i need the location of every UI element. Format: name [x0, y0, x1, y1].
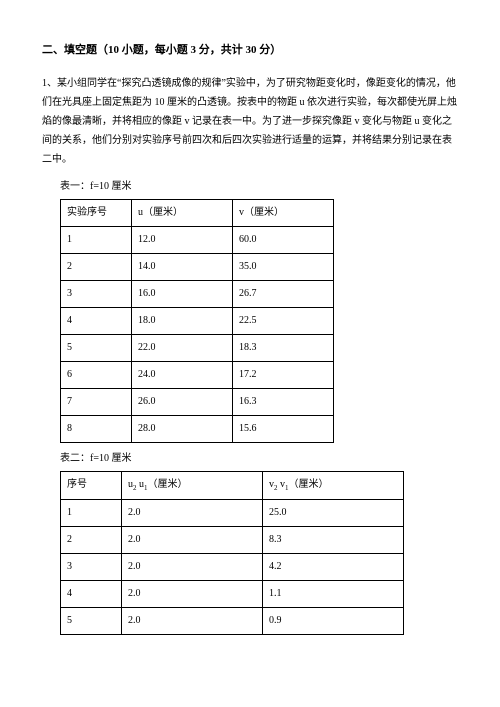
var-u2: u2 [128, 479, 137, 490]
cell: 2.0 [122, 526, 263, 553]
table2-header-col2: u2 u1（厘米） [122, 471, 263, 499]
table-row: 序号 u2 u1（厘米） v2 v1（厘米） [61, 471, 404, 499]
cell: 2.0 [122, 499, 263, 526]
cell: 26.0 [132, 388, 233, 415]
cell: 2.0 [122, 580, 263, 607]
cell: 18.3 [233, 334, 334, 361]
table1-header-col1: 实验序号 [61, 199, 132, 226]
table-row: 4 18.0 22.5 [61, 307, 334, 334]
table2-header-col3: v2 v1（厘米） [263, 471, 404, 499]
cell: 14.0 [132, 253, 233, 280]
cell: 4.2 [263, 553, 404, 580]
var-u1: u1 [137, 479, 148, 490]
table1-caption: 表一：f=10 厘米 [60, 179, 458, 195]
cell: 28.0 [132, 415, 233, 442]
cell: 1.1 [263, 580, 404, 607]
cell: 12.0 [132, 226, 233, 253]
table-row: 4 2.0 1.1 [61, 580, 404, 607]
table-row: 3 2.0 4.2 [61, 553, 404, 580]
table-row: 2 2.0 8.3 [61, 526, 404, 553]
cell: 4 [61, 307, 132, 334]
question-paragraph: 1、某小组同学在“探究凸透镜成像的规律”实验中，为了研究物距变化时，像距变化的情… [42, 74, 458, 169]
cell: 16.0 [132, 280, 233, 307]
cell: 5 [61, 334, 132, 361]
cell: 1 [61, 499, 122, 526]
table1-header-col2: u（厘米） [132, 199, 233, 226]
cell: 6 [61, 361, 132, 388]
table-row: 5 22.0 18.3 [61, 334, 334, 361]
table-row: 7 26.0 16.3 [61, 388, 334, 415]
cell: 8 [61, 415, 132, 442]
cell: 18.0 [132, 307, 233, 334]
table2: 序号 u2 u1（厘米） v2 v1（厘米） 1 2.0 25.0 2 2.0 … [60, 471, 404, 635]
cell: 15.6 [233, 415, 334, 442]
table-row: 8 28.0 15.6 [61, 415, 334, 442]
cell: 7 [61, 388, 132, 415]
cell: 2 [61, 253, 132, 280]
cell: 22.0 [132, 334, 233, 361]
table-row: 1 2.0 25.0 [61, 499, 404, 526]
table-row: 5 2.0 0.9 [61, 607, 404, 634]
table2-header-col1: 序号 [61, 471, 122, 499]
cell: 1 [61, 226, 132, 253]
unit: （厘米） [148, 479, 188, 490]
cell: 2.0 [122, 553, 263, 580]
table2-caption: 表二：f=10 厘米 [60, 451, 458, 467]
cell: 17.2 [233, 361, 334, 388]
table1-header-col3: v（厘米） [233, 199, 334, 226]
table-row: 3 16.0 26.7 [61, 280, 334, 307]
table-row: 6 24.0 17.2 [61, 361, 334, 388]
table-row: 1 12.0 60.0 [61, 226, 334, 253]
table-row: 2 14.0 35.0 [61, 253, 334, 280]
cell: 25.0 [263, 499, 404, 526]
cell: 5 [61, 607, 122, 634]
var-v2: v2 [269, 479, 278, 490]
cell: 35.0 [233, 253, 334, 280]
cell: 60.0 [233, 226, 334, 253]
var-v1: v1 [278, 479, 289, 490]
cell: 16.3 [233, 388, 334, 415]
cell: 8.3 [263, 526, 404, 553]
cell: 3 [61, 280, 132, 307]
cell: 26.7 [233, 280, 334, 307]
cell: 2.0 [122, 607, 263, 634]
unit: （厘米） [289, 479, 329, 490]
table1: 实验序号 u（厘米） v（厘米） 1 12.0 60.0 2 14.0 35.0… [60, 199, 334, 443]
cell: 0.9 [263, 607, 404, 634]
cell: 4 [61, 580, 122, 607]
cell: 3 [61, 553, 122, 580]
table-row: 实验序号 u（厘米） v（厘米） [61, 199, 334, 226]
cell: 22.5 [233, 307, 334, 334]
cell: 2 [61, 526, 122, 553]
cell: 24.0 [132, 361, 233, 388]
section-heading: 二、填空题（10 小题，每小题 3 分，共计 30 分） [42, 42, 458, 60]
